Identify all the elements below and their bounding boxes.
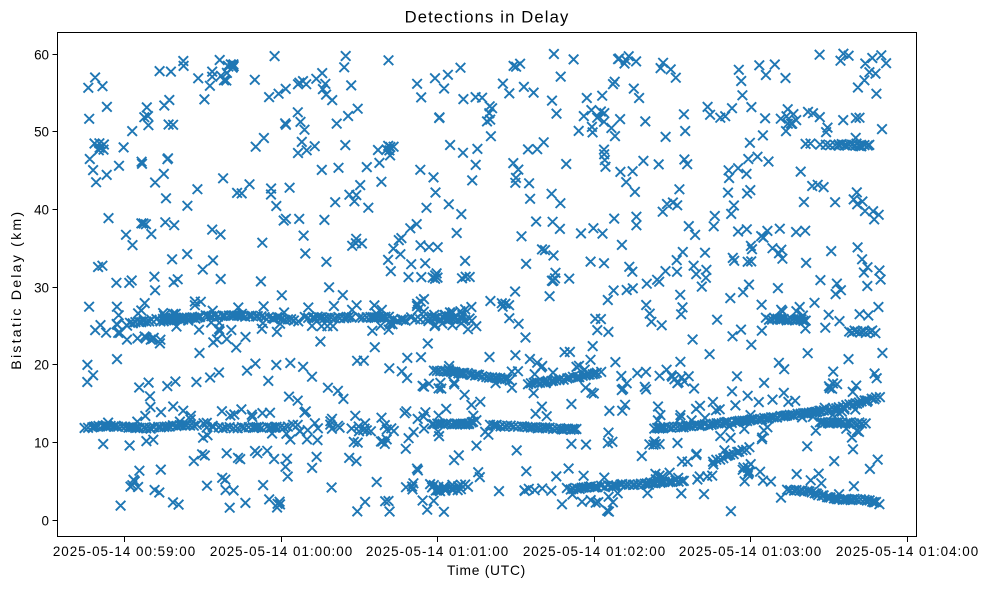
svg-text:40: 40 bbox=[34, 202, 49, 217]
svg-text:0: 0 bbox=[42, 513, 49, 528]
svg-text:2025-05-14 01:03:00: 2025-05-14 01:03:00 bbox=[679, 544, 822, 559]
svg-text:Bistatic Delay (km): Bistatic Delay (km) bbox=[9, 210, 25, 370]
svg-text:10: 10 bbox=[34, 435, 49, 450]
svg-text:2025-05-14 00:59:00: 2025-05-14 00:59:00 bbox=[53, 544, 196, 559]
svg-text:20: 20 bbox=[34, 357, 49, 372]
svg-text:60: 60 bbox=[34, 47, 49, 62]
svg-text:2025-05-14 01:00:00: 2025-05-14 01:00:00 bbox=[210, 544, 353, 559]
svg-text:Detections in Delay: Detections in Delay bbox=[405, 8, 570, 27]
svg-text:2025-05-14 01:04:00: 2025-05-14 01:04:00 bbox=[836, 544, 979, 559]
svg-text:Time (UTC): Time (UTC) bbox=[447, 563, 526, 578]
svg-text:50: 50 bbox=[34, 124, 49, 139]
svg-text:2025-05-14 01:02:00: 2025-05-14 01:02:00 bbox=[523, 544, 666, 559]
svg-text:30: 30 bbox=[34, 280, 49, 295]
svg-text:2025-05-14 01:01:00: 2025-05-14 01:01:00 bbox=[366, 544, 509, 559]
